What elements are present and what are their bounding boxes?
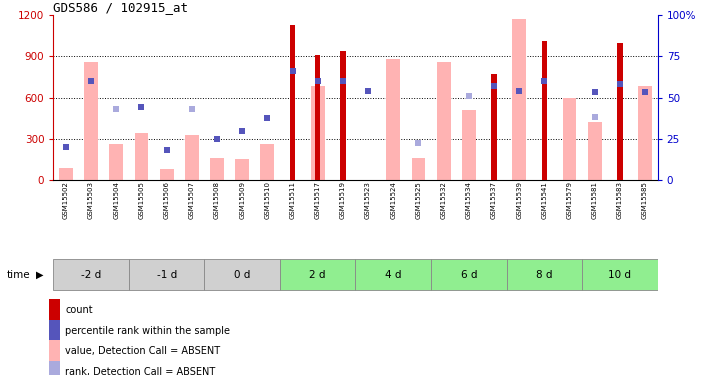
Bar [235,159,249,180]
Text: count: count [65,305,93,315]
Bar [210,158,224,180]
Bar [462,110,476,180]
Point [463,93,474,99]
Point [513,88,525,94]
Bar [506,260,582,290]
Point [363,88,374,94]
Point [237,128,248,134]
Point [211,136,223,142]
Bar [491,74,497,180]
Point [211,136,223,142]
Bar [49,320,60,342]
Point [85,78,97,84]
Point [136,104,147,110]
Bar [49,299,60,321]
Bar [412,158,425,180]
Bar [588,122,602,180]
Point [539,78,550,84]
Bar [512,19,526,180]
Bar [617,42,623,180]
Point [287,68,298,74]
Text: 8 d: 8 d [536,270,552,280]
Text: 4 d: 4 d [385,270,402,280]
Point [513,88,525,94]
Bar [638,87,652,180]
Point [614,81,626,87]
Text: rank, Detection Call = ABSENT: rank, Detection Call = ABSENT [65,367,215,375]
Point [589,89,600,95]
Bar [205,260,280,290]
Bar [290,25,295,180]
Bar [53,260,129,290]
Text: value, Detection Call = ABSENT: value, Detection Call = ABSENT [65,346,220,356]
Text: 2 d: 2 d [309,270,326,280]
Bar [49,361,60,375]
Bar [134,133,149,180]
Bar [431,260,506,290]
Text: GDS586 / 102915_at: GDS586 / 102915_at [53,1,188,14]
Bar [49,340,60,362]
Text: 6 d: 6 d [461,270,477,280]
Bar [129,260,205,290]
Point [262,115,273,121]
Bar [311,87,325,180]
Text: -1 d: -1 d [156,270,177,280]
Bar [160,169,173,180]
Point [136,104,147,110]
Point [60,144,72,150]
Point [111,105,122,111]
Bar [260,144,274,180]
Bar [542,41,547,180]
Bar [109,144,123,180]
Text: time: time [7,270,31,280]
Point [186,105,198,111]
Point [161,147,172,153]
Text: ▶: ▶ [36,270,43,280]
Point [60,144,72,150]
Point [161,147,172,153]
Bar [386,59,400,180]
Point [312,78,324,84]
Text: 0 d: 0 d [234,270,250,280]
Point [413,140,424,146]
Point [639,89,651,95]
Bar [340,51,346,180]
Bar [185,135,199,180]
Text: 10 d: 10 d [609,270,631,280]
Bar [562,98,577,180]
Point [262,115,273,121]
Bar [582,260,658,290]
Point [589,114,600,120]
Bar [280,260,356,290]
Point [488,84,500,90]
Bar [315,55,321,180]
Text: percentile rank within the sample: percentile rank within the sample [65,326,230,336]
Point [237,128,248,134]
Bar [59,168,73,180]
Text: -2 d: -2 d [81,270,101,280]
Bar [437,62,451,180]
Bar [356,260,431,290]
Point [85,78,97,84]
Point [337,78,348,84]
Bar [84,62,98,180]
